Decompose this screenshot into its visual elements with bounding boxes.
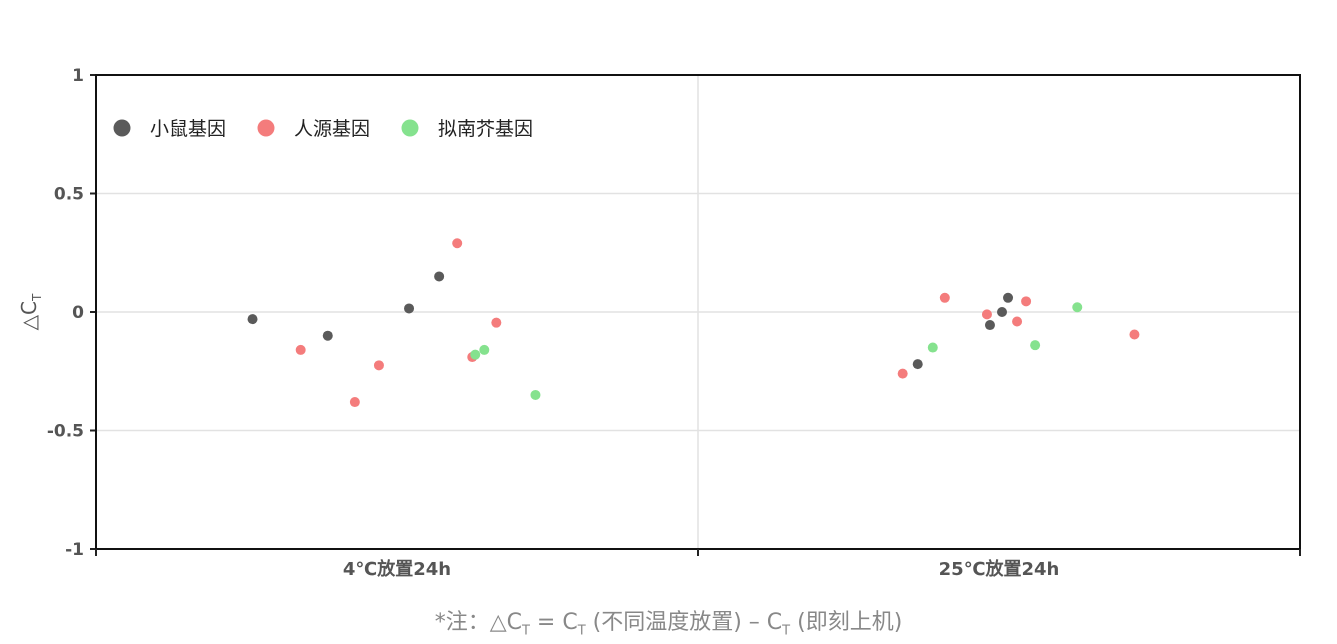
data-point: [897, 368, 908, 379]
data-point: [491, 317, 502, 328]
data-point: [939, 292, 950, 303]
data-point: [1003, 292, 1014, 303]
data-point: [404, 303, 415, 314]
data-point: [470, 349, 481, 360]
footnote-sub-2: T: [577, 623, 586, 639]
tick-labels: 1 0.5 0 -0.5 -1 4℃放置24h 25℃放置24h: [47, 66, 1060, 580]
data-point: [927, 342, 938, 353]
footnote-suffix: (即刻上机): [790, 610, 903, 635]
footnote-sub-3: T: [782, 623, 791, 639]
x-tick-label: 25℃放置24h: [939, 558, 1060, 580]
legend-marker: [257, 119, 275, 137]
data-point: [452, 238, 463, 249]
data-point: [530, 389, 541, 400]
data-point: [373, 360, 384, 371]
grid-lines: [96, 75, 1300, 549]
data-point: [247, 314, 258, 325]
y-axis-label-sub: T: [30, 293, 44, 302]
y-tick-label: 0.5: [54, 185, 84, 205]
y-axis-label-main: △C: [17, 301, 41, 330]
legend-label: 人源基因: [294, 118, 370, 140]
data-point: [295, 344, 306, 355]
legend-label: 小鼠基因: [150, 118, 226, 140]
data-point: [984, 320, 995, 331]
data-point: [349, 397, 360, 408]
y-tick-label: 1: [72, 66, 84, 86]
data-point: [912, 359, 923, 370]
data-point: [1072, 302, 1083, 313]
y-tick-label: -1: [65, 540, 84, 560]
footnote-sub-1: T: [521, 623, 530, 639]
data-point: [434, 271, 445, 282]
data-point: [1012, 316, 1023, 327]
data-point: [322, 330, 333, 341]
data-points: [247, 238, 1140, 408]
y-tick-label: -0.5: [47, 422, 84, 442]
data-point: [997, 307, 1008, 317]
legend-marker: [113, 119, 131, 137]
footnote: *注：△CT = CT (不同温度放置) – CT (即刻上机): [0, 604, 1337, 638]
footnote-prefix: *注：△C: [434, 610, 522, 635]
y-axis-label: △CT: [17, 293, 44, 330]
legend-marker: [401, 119, 419, 137]
legend: 小鼠基因 人源基因 拟南芥基因: [113, 118, 533, 140]
legend-label: 拟南芥基因: [438, 118, 533, 140]
data-point: [1021, 296, 1032, 307]
footnote-mid-2: (不同温度放置) – C: [585, 610, 783, 635]
data-point: [1129, 329, 1140, 340]
data-point: [981, 309, 992, 320]
data-point: [1030, 340, 1041, 351]
data-point: [479, 344, 490, 355]
x-tick-label: 4℃放置24h: [343, 558, 451, 580]
footnote-mid: = C: [529, 610, 578, 635]
axes: [90, 74, 1301, 556]
y-tick-label: 0: [72, 303, 84, 323]
